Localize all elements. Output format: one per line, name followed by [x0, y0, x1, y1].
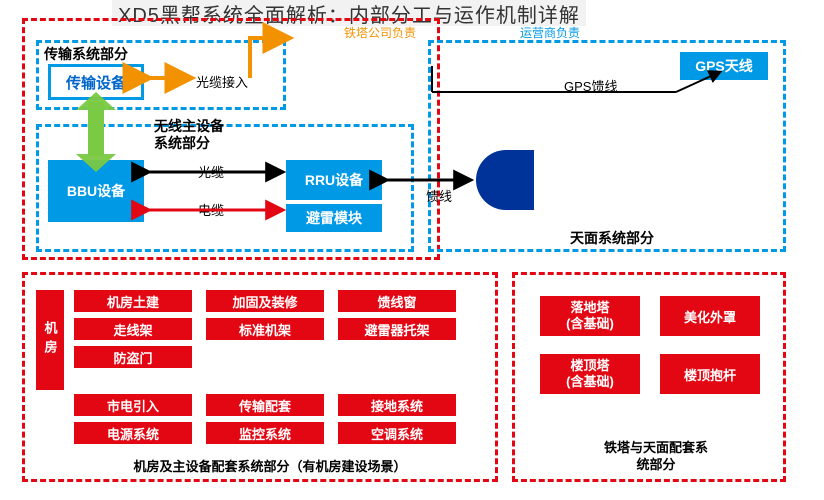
tx-section-label: 传输系统部分 [44, 44, 128, 64]
room-section-label: 机房及主设备配套系统部分（有机房建设场景） [120, 456, 420, 475]
gps-feeder-label: GPS馈线 [564, 76, 617, 95]
room-r4c3: 接地系统 [338, 394, 456, 416]
tower-i1: 落地塔 (含基础) [540, 296, 640, 336]
room-r1c3: 馈线窗 [338, 290, 456, 312]
room-r5c2: 监控系统 [206, 422, 324, 444]
fiber-label: 光缆 [198, 162, 224, 181]
lightning-label: 避雷模块 [306, 208, 362, 228]
room-r4c1: 市电引入 [74, 394, 192, 416]
room-side-label: 机房 [36, 290, 64, 390]
tower-i4: 楼顶抱杆 [660, 354, 760, 394]
room-r1c1: 机房土建 [74, 290, 192, 312]
annot-blue: 运营商负责 [520, 24, 580, 41]
room-r1c2: 加固及装修 [206, 290, 324, 312]
wireless-section-label: 无线主设备 系统部分 [154, 118, 224, 152]
room-r2c3: 避雷器托架 [338, 318, 456, 340]
room-r5c3: 空调系统 [338, 422, 456, 444]
rru-box: RRU设备 [286, 160, 382, 200]
rru-label: RRU设备 [305, 170, 363, 190]
room-r2c1: 走线架 [74, 318, 192, 340]
room-side-text: 机房 [41, 321, 60, 359]
tower-i2: 美化外罩 [660, 296, 760, 336]
tx-connect-label: 光缆接入 [196, 72, 248, 91]
gps-antenna-box: GPS天线 [680, 52, 768, 80]
sky-section-label: 天面系统部分 [570, 228, 654, 248]
antenna-label: 天线 [542, 172, 568, 191]
tx-device-label: 传输设备 [66, 72, 126, 93]
lightning-box: 避雷模块 [286, 204, 382, 232]
annot-orange: 铁塔公司负责 [344, 24, 416, 41]
tx-device-box: 传输设备 [48, 64, 144, 100]
cable-label: 电缆 [198, 200, 224, 219]
feeder-label: 馈线 [426, 186, 452, 205]
bbu-box: BBU设备 [48, 160, 144, 222]
tower-i3: 楼顶塔 (含基础) [540, 354, 640, 394]
tower-section-label: 铁塔与天面配套系 统部分 [586, 440, 726, 474]
bbu-label: BBU设备 [67, 181, 125, 201]
room-r4c2: 传输配套 [206, 394, 324, 416]
gps-antenna-label: GPS天线 [695, 56, 753, 76]
room-r5c1: 电源系统 [74, 422, 192, 444]
room-r2c2: 标准机架 [206, 318, 324, 340]
room-r3c1: 防盗门 [74, 346, 192, 368]
